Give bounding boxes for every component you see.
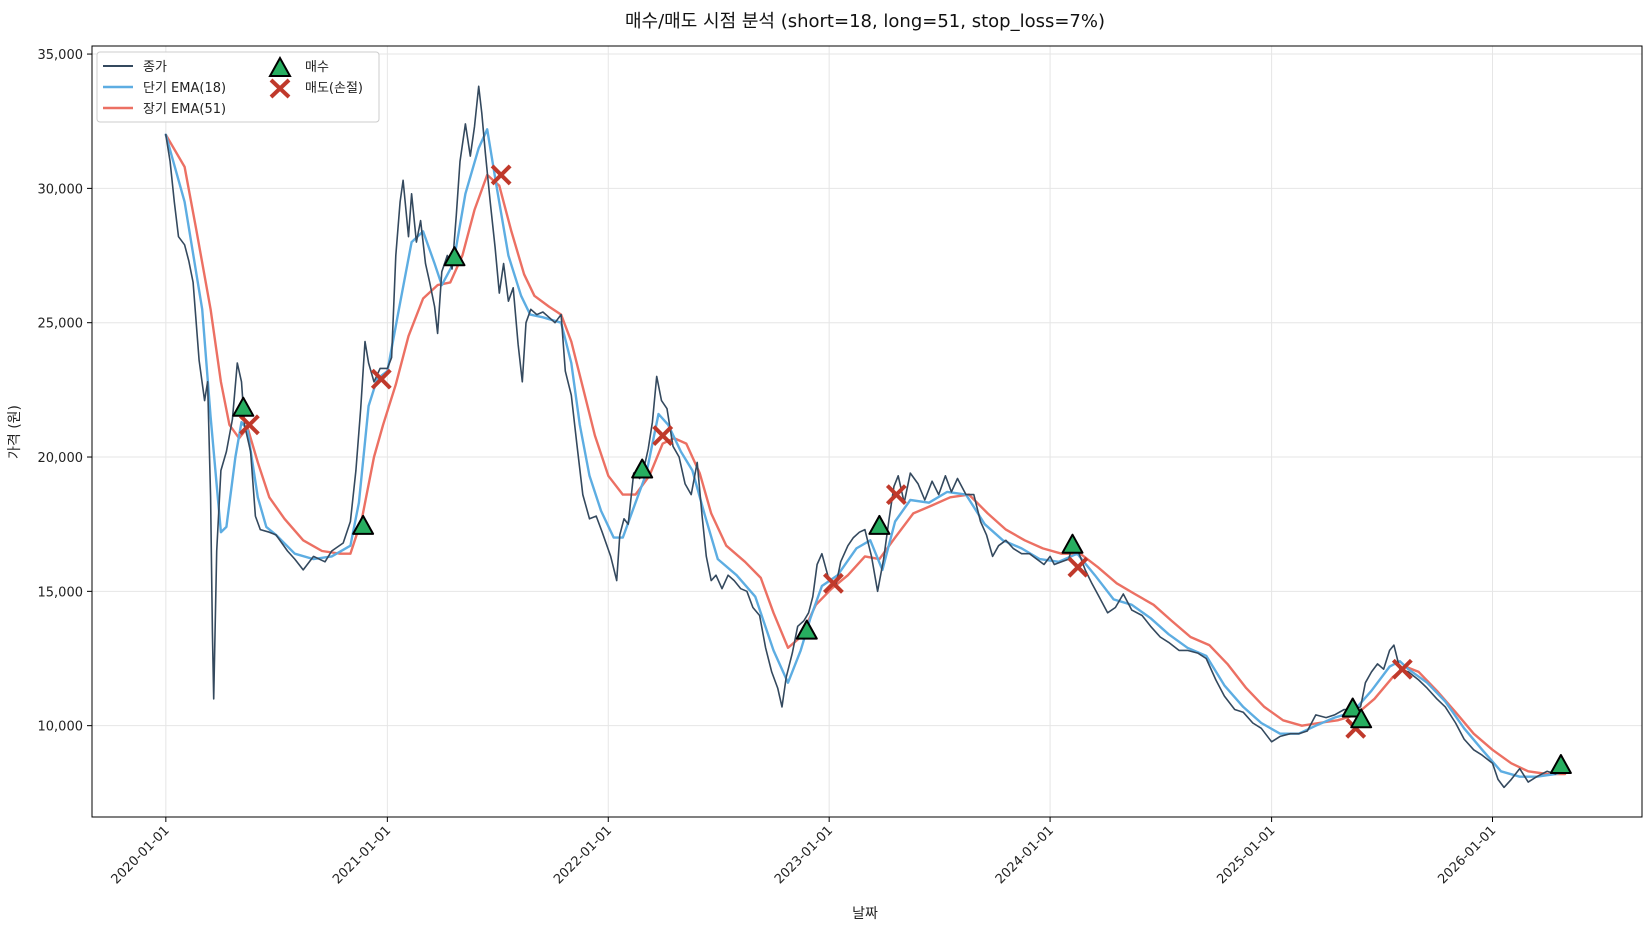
sell-marker [1391, 658, 1413, 680]
legend-sell-label: 매도(손절) [305, 81, 363, 96]
legend-long-ema-label: 장기 EMA(51) [143, 102, 226, 117]
sell-marker [238, 414, 260, 436]
buy-marker [868, 514, 891, 535]
buy-marker [795, 619, 818, 640]
buy-marker [1341, 697, 1364, 718]
sell-marker [370, 368, 392, 390]
y-tick-label: 30,000 [38, 182, 84, 197]
y-tick-label: 10,000 [38, 720, 84, 735]
series-line-close [165, 85, 1566, 789]
legend-close-label: 종가 [143, 60, 167, 75]
sell-marker [652, 425, 674, 446]
series-lines [164, 85, 1567, 789]
buy-marker [1549, 754, 1572, 774]
buy-marker [232, 396, 255, 417]
sell-marker [822, 572, 844, 594]
buy-marker [1061, 533, 1084, 554]
x-axis-label: 날짜 [852, 906, 878, 922]
legend-buy-triangle-icon [268, 55, 292, 77]
y-tick-label: 35,000 [38, 48, 84, 63]
buy-marker [443, 246, 466, 267]
legend-buy-label: 매수 [305, 60, 329, 75]
buy-marker [1350, 708, 1373, 729]
series-line-long-ema [164, 133, 1567, 776]
legend-sell-cross-icon [269, 78, 291, 99]
plot-area-frame [91, 45, 1643, 818]
signal-markers [232, 164, 1572, 774]
sell-marker [490, 164, 512, 186]
legend-box [96, 51, 380, 123]
legend-short-ema-label: 단기 EMA(18) [143, 81, 226, 96]
sell-marker [885, 484, 907, 506]
legend: 종가 단기 EMA(18) 장기 EMA(51) 매수 매도(손절) [96, 51, 380, 123]
y-tick-label: 25,000 [38, 317, 84, 332]
y-tick-label: 20,000 [38, 451, 84, 466]
y-tick-label: 15,000 [38, 585, 84, 600]
buy-marker [352, 514, 375, 535]
y-axis-label: 가격 (원) [7, 405, 23, 459]
chart-title: 매수/매도 시점 분석 (short=18, long=51, stop_los… [625, 11, 1105, 32]
buy-marker [631, 458, 654, 479]
sell-marker [1067, 556, 1089, 578]
